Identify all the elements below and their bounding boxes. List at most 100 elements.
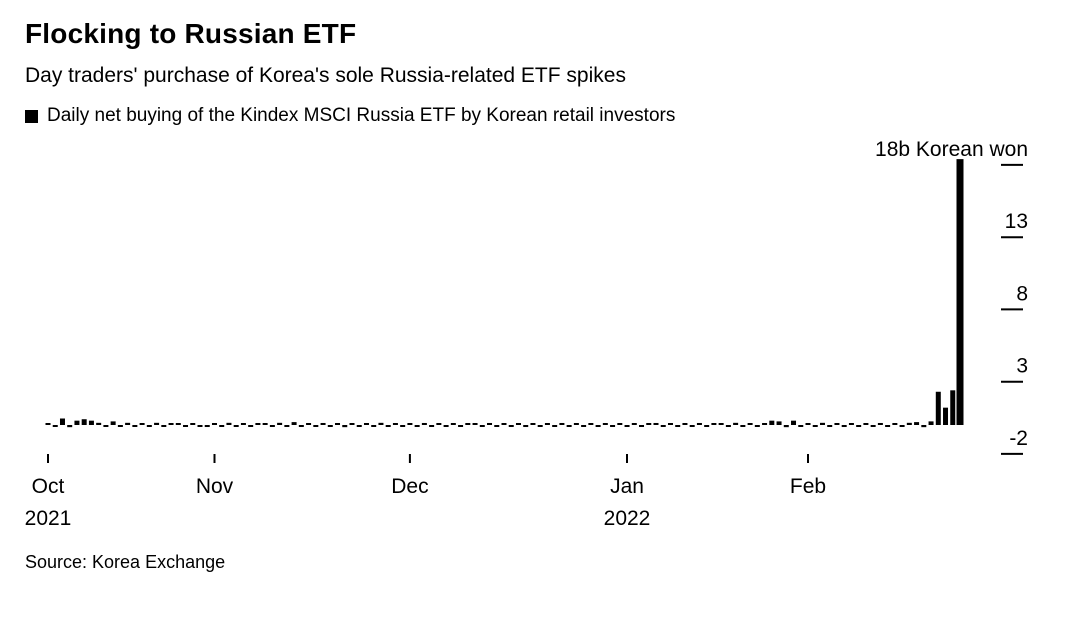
bar — [740, 425, 746, 428]
bar — [747, 423, 753, 426]
bar — [320, 423, 326, 426]
bar — [877, 423, 883, 426]
bar — [154, 423, 160, 426]
bar — [487, 423, 493, 426]
bar — [146, 425, 152, 428]
bar — [277, 423, 283, 426]
bar — [783, 425, 789, 428]
bar — [848, 423, 854, 426]
bar — [624, 425, 630, 428]
bar — [204, 425, 210, 428]
bar — [762, 423, 768, 426]
x-tick-year-label: 2021 — [25, 507, 72, 530]
y-tick-label: 3 — [1016, 355, 1028, 378]
bar — [660, 425, 666, 428]
legend: Daily net buying of the Kindex MSCI Russ… — [25, 105, 1050, 127]
bar — [653, 423, 659, 426]
x-tick-label: Dec — [391, 475, 428, 498]
bar — [88, 421, 94, 426]
bar — [255, 423, 261, 426]
bar — [269, 425, 275, 428]
x-tick-year-label: 2022 — [604, 507, 651, 530]
bar — [935, 392, 941, 426]
bar — [769, 421, 775, 426]
chart-card: Flocking to Russian ETF Day traders' pur… — [25, 18, 1050, 572]
bar — [59, 418, 65, 426]
bar — [617, 423, 623, 426]
bar — [791, 421, 797, 426]
y-tick-label: 18b Korean won — [875, 138, 1028, 161]
bar — [711, 423, 717, 426]
bar — [335, 423, 341, 426]
bar — [240, 423, 246, 426]
bar — [827, 425, 833, 428]
bar — [400, 425, 406, 428]
bar — [515, 423, 521, 426]
y-tick-label: 13 — [1005, 211, 1028, 234]
bar — [819, 423, 825, 426]
bar — [183, 425, 189, 428]
legend-label: Daily net buying of the Kindex MSCI Russ… — [47, 105, 676, 127]
bar — [421, 423, 427, 426]
bar — [298, 425, 304, 428]
bar — [639, 425, 645, 428]
bar — [631, 423, 637, 426]
bar — [892, 423, 898, 426]
bar — [117, 425, 123, 428]
bar — [544, 423, 550, 426]
x-tick-label: Feb — [790, 475, 826, 498]
bar — [885, 425, 891, 428]
x-tick-label: Jan — [610, 475, 644, 498]
bar — [566, 425, 572, 428]
bar — [291, 422, 297, 426]
bar — [363, 423, 369, 426]
bar — [458, 425, 464, 428]
bar — [733, 423, 739, 426]
bar — [704, 425, 710, 428]
bar — [863, 423, 869, 426]
bar — [139, 423, 145, 426]
bar — [233, 425, 239, 428]
bar — [327, 425, 333, 428]
bar — [436, 423, 442, 426]
chart-subtitle: Day traders' purchase of Korea's sole Ru… — [25, 64, 626, 88]
bar — [429, 425, 435, 428]
bar — [472, 423, 478, 426]
bar — [284, 425, 290, 428]
bar — [306, 423, 312, 426]
bar — [96, 423, 102, 426]
bar — [928, 421, 934, 426]
bar — [443, 425, 449, 428]
bar — [262, 423, 268, 426]
bar — [110, 421, 116, 426]
bar — [385, 425, 391, 428]
bar — [812, 425, 818, 428]
bar — [67, 425, 73, 428]
bar — [313, 425, 319, 428]
bar — [175, 423, 181, 426]
bar — [371, 425, 377, 428]
bar — [414, 425, 420, 428]
bar — [392, 423, 398, 426]
bar — [581, 425, 587, 428]
bar — [81, 419, 87, 426]
bar — [407, 423, 413, 426]
bar — [103, 425, 109, 428]
bar — [906, 423, 912, 426]
bar — [950, 390, 956, 426]
bar — [74, 421, 80, 426]
bar — [718, 423, 724, 426]
bar — [682, 423, 688, 426]
bar — [356, 425, 362, 428]
bar — [378, 423, 384, 426]
bar — [248, 425, 254, 428]
bar — [841, 425, 847, 428]
bar — [921, 425, 927, 428]
bar-chart: 18b Korean won 13 8 3 -2 Oct 2021 Nov Dec Jan 2022… — [25, 138, 1028, 530]
bar — [530, 423, 536, 426]
bar — [537, 425, 543, 428]
bar — [675, 425, 681, 428]
bar — [725, 425, 731, 428]
bar — [610, 425, 616, 428]
legend-swatch-icon — [25, 109, 38, 123]
